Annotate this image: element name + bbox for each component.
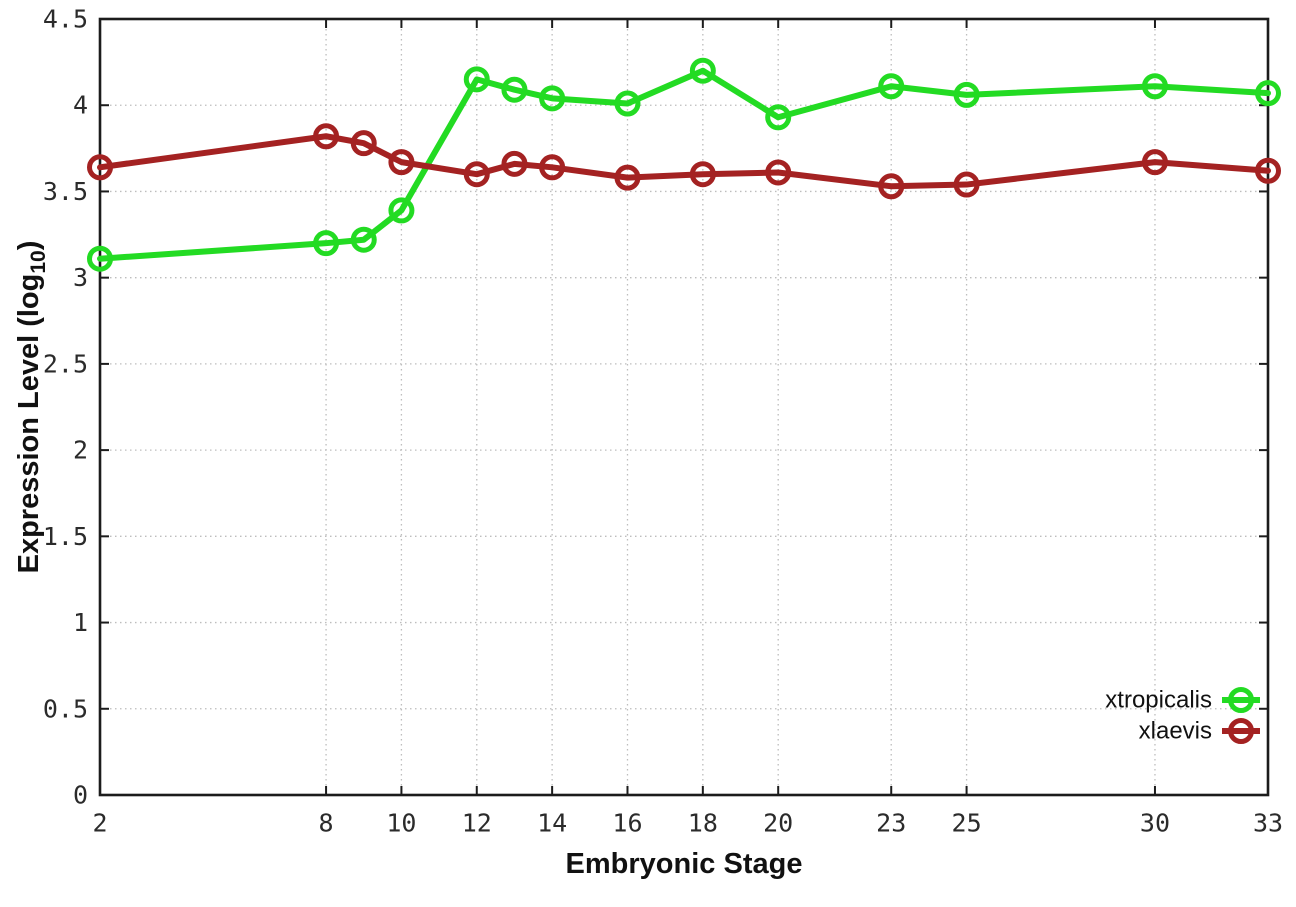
x-tick-label: 12 [462,809,492,838]
series-xtropicalis [87,57,1281,272]
data-point-marker-xlaevis [765,159,792,186]
series-xlaevis [87,123,1281,200]
data-point-marker-xtropicalis [614,90,641,117]
y-tick-label: 1.5 [43,522,88,551]
legend-label: xlaevis [1139,718,1212,745]
y-tick-label: 3 [73,263,88,292]
x-tick-label: 8 [319,809,334,838]
x-tick-label: 23 [876,809,906,838]
data-point-marker-xtropicalis [1255,80,1281,107]
x-tick-label: 33 [1253,809,1283,838]
data-point-marker-xtropicalis [463,66,490,93]
legend-marker-icon [1228,718,1254,744]
x-tick-label: 2 [92,809,107,838]
y-tick-label: 0.5 [43,694,88,723]
x-tick-label: 30 [1140,809,1170,838]
data-point-marker-xlaevis [388,149,415,176]
data-point-marker-xtropicalis [313,230,340,257]
grid-lines [99,18,1269,795]
data-point-marker-xlaevis [1255,157,1281,184]
data-point-marker-xlaevis [463,161,490,188]
data-point-marker-xtropicalis [350,226,377,253]
x-tick-label: 18 [688,809,718,838]
legend: xtropicalis xlaevis [1105,687,1260,745]
y-tick-label: 0 [73,781,88,810]
data-point-marker-xtropicalis [539,85,566,112]
legend-marker-icon [1228,687,1254,713]
x-tick-label: 16 [612,809,642,838]
y-axis-label: Expression Level (log10) [13,241,50,574]
y-tick-label: 4 [73,91,88,120]
data-point-marker-xlaevis [501,150,528,177]
data-point-marker-xlaevis [1141,149,1168,176]
data-point-marker-xtropicalis [953,81,980,108]
data-point-marker-xtropicalis [878,73,905,100]
series-line-xtropicalis [97,67,1271,262]
data-point-marker-xlaevis [87,154,113,181]
data-point-marker-xtropicalis [765,104,792,131]
x-tick-label: 20 [763,809,793,838]
x-tick-label: 14 [537,809,567,838]
data-point-marker-xtropicalis [388,197,415,224]
data-point-marker-xtropicalis [689,57,716,84]
data-point-marker-xtropicalis [87,245,113,272]
data-point-marker-xtropicalis [1141,73,1168,100]
plot-border [98,17,1270,797]
y-tick-label: 3.5 [43,177,88,206]
y-tick-label: 4.5 [43,5,88,34]
data-point-marker-xlaevis [614,164,641,191]
x-tick-label: 10 [386,809,416,838]
data-point-marker-xlaevis [953,171,980,198]
x-tick-label: 25 [952,809,982,838]
x-axis-label: Embryonic Stage [566,848,803,880]
y-tick-label: 2.5 [43,349,88,378]
legend-item-xlaevis: xlaevis [1139,718,1260,745]
data-point-marker-xlaevis [689,161,716,188]
legend-label: xtropicalis [1105,687,1212,714]
series-line-xlaevis [97,133,1271,190]
legend-item-xtropicalis: xtropicalis [1105,687,1260,714]
data-point-marker-xlaevis [313,123,340,150]
axis-ticks [99,18,1269,796]
data-point-marker-xlaevis [350,130,377,157]
data-point-marker-xlaevis [539,154,566,181]
y-tick-label: 1 [73,608,88,637]
y-tick-label: 2 [73,436,88,465]
data-point-marker-xlaevis [878,173,905,200]
data-point-marker-xtropicalis [501,76,528,103]
